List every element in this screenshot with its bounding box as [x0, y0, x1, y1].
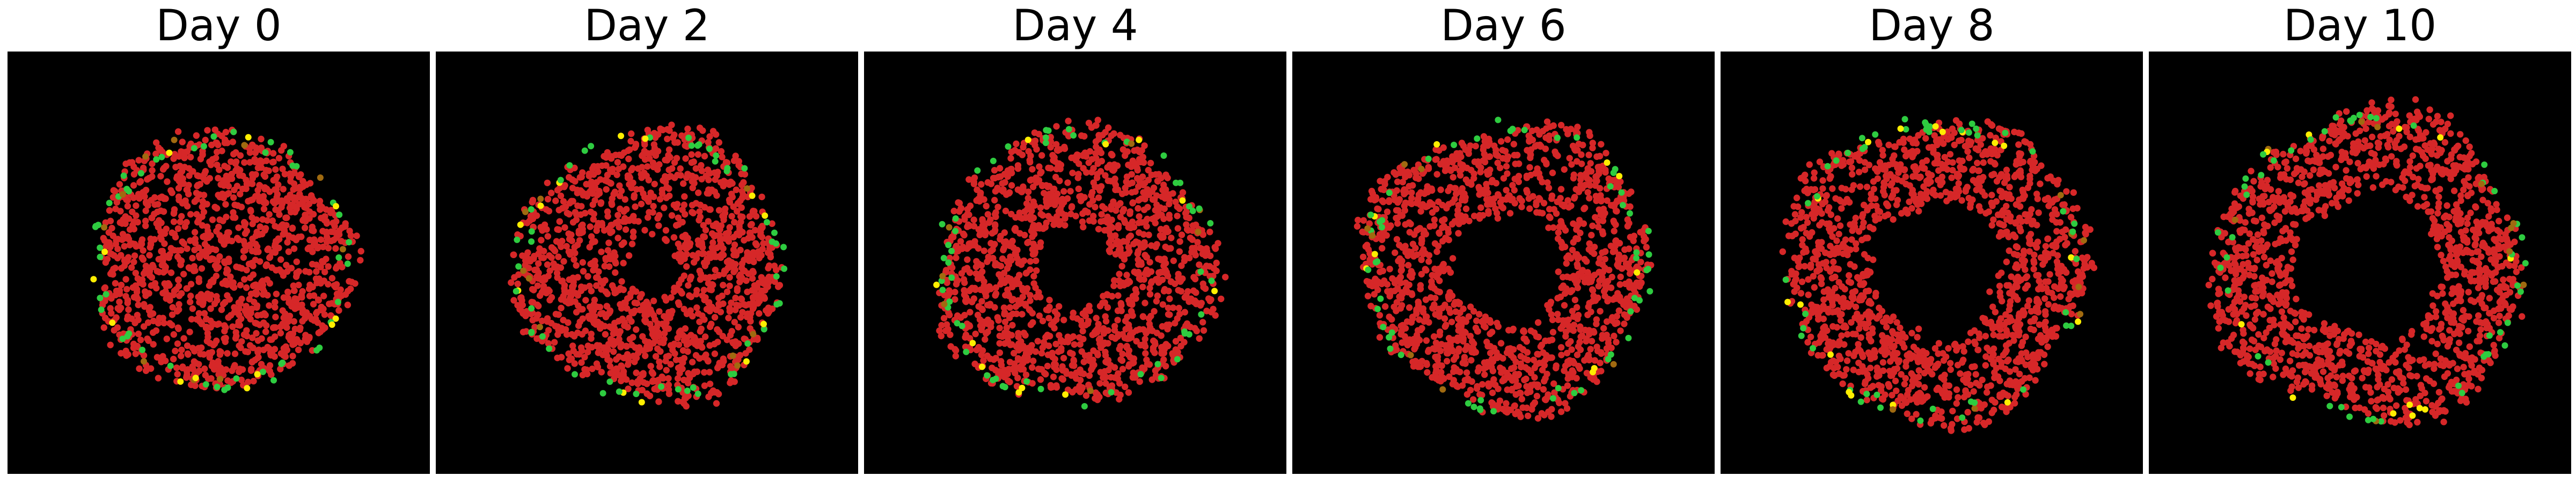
cell-image [1721, 52, 2143, 474]
panel-title: Day 6 [1440, 1, 1567, 50]
panel-title: Day 10 [2283, 1, 2437, 50]
panel-title: Day 0 [156, 1, 282, 50]
panel-day-4: Day 4 [864, 0, 1286, 483]
panel-title: Day 4 [1012, 1, 1138, 50]
cell-scatter [1779, 116, 2098, 434]
cell-scatter [1353, 116, 1655, 422]
cell-image [8, 52, 430, 474]
cell-image [2149, 52, 2571, 474]
cell-scatter [2205, 96, 2529, 428]
panel-title: Day 8 [1869, 1, 1995, 50]
panel-day-0: Day 0 [8, 0, 430, 483]
cell-scatter [90, 126, 364, 393]
panel-day-6: Day 6 [1292, 0, 1715, 483]
cell-image [436, 52, 858, 474]
cell-scatter [933, 116, 1229, 409]
cell-image [1292, 52, 1715, 474]
cell-image [864, 52, 1286, 474]
cell-scatter [508, 121, 788, 410]
panel-day-2: Day 2 [436, 0, 858, 483]
panel-day-8: Day 8 [1721, 0, 2143, 483]
panel-title: Day 2 [584, 1, 710, 50]
panel-day-10: Day 10 [2149, 0, 2571, 483]
